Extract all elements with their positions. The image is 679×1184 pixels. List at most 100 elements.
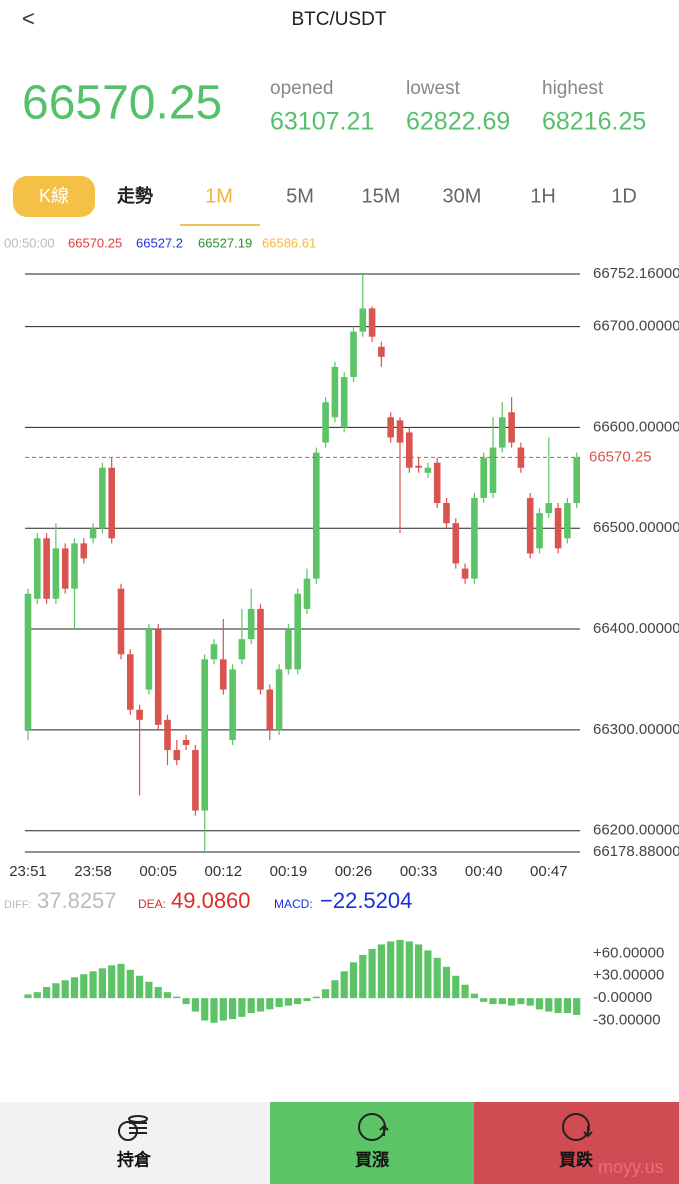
candle-body: [220, 659, 227, 690]
macd-bar: [219, 998, 227, 1021]
tab[interactable]: 1H: [530, 185, 556, 207]
candle-body: [471, 497, 478, 579]
buy-down-button-bg: [474, 1102, 679, 1184]
macd-bar: [229, 998, 237, 1020]
down-icon: [562, 1113, 593, 1141]
candle-body: [526, 497, 534, 554]
coin-icon: [118, 1115, 148, 1141]
back-button[interactable]: <: [22, 6, 35, 31]
candle-body: [499, 417, 506, 448]
candle-body: [80, 543, 88, 559]
y-tick-label: +60.00000: [593, 944, 664, 961]
macd-bar: [80, 974, 88, 999]
macd-bar: [191, 998, 199, 1012]
tab[interactable]: 30M: [443, 185, 482, 207]
candle-body: [406, 432, 413, 468]
macd-bar: [396, 939, 404, 999]
buy-up-button-bg: [270, 1102, 474, 1184]
macd-bar: [498, 998, 506, 1005]
y-tick-label: 66178.88000: [593, 843, 679, 860]
macd-bar: [182, 998, 190, 1005]
last-price: 66570.25: [22, 77, 222, 130]
page-title: BTC/USDT: [292, 9, 387, 30]
macd-bar: [266, 998, 274, 1010]
candle-body: [461, 568, 469, 579]
candle-body: [61, 548, 69, 589]
hold-button[interactable]: 持倉: [117, 1149, 152, 1169]
macd-bar: [331, 980, 339, 999]
candle-body: [554, 508, 562, 549]
y-tick-label: +30.00000: [593, 967, 664, 984]
candle-body: [52, 548, 60, 599]
x-tick-label: 00:33: [400, 863, 438, 880]
macd-bar: [387, 941, 395, 999]
buy-down-button[interactable]: 買跌: [559, 1150, 594, 1169]
x-tick-label: 00:26: [335, 863, 373, 880]
candle-body: [340, 377, 348, 428]
macd-bar: [442, 966, 451, 999]
candle-body: [303, 578, 311, 609]
macd-bar: [433, 957, 441, 999]
macd-bar: [108, 965, 116, 999]
candle-body: [368, 308, 376, 337]
x-tick-label: 00:19: [270, 863, 308, 880]
candle-body: [387, 417, 394, 438]
tab[interactable]: 1M: [205, 185, 233, 207]
candle-body: [164, 719, 171, 751]
candle-body: [424, 467, 432, 473]
macd-bar: [508, 998, 516, 1006]
up-icon: [358, 1113, 389, 1141]
tab[interactable]: 15M: [362, 185, 401, 207]
candle-body: [145, 629, 153, 690]
y-tick-label: 66400.00000: [593, 620, 679, 637]
candle-body: [173, 750, 181, 761]
stat-value: 63107.21: [270, 108, 374, 136]
candle-body: [322, 402, 329, 443]
candle-body: [136, 709, 143, 720]
macd-bar: [452, 975, 460, 999]
macd-bar: [24, 994, 32, 999]
indicator-label: DEA:: [138, 897, 166, 911]
macd-bar: [405, 941, 413, 999]
macd-bar: [136, 975, 144, 999]
candle-body: [545, 503, 553, 514]
macd-bar: [284, 998, 292, 1006]
macd-bar: [89, 971, 97, 999]
x-tick-label: 23:51: [9, 863, 47, 880]
candle-body: [331, 366, 339, 418]
candle-body: [480, 457, 487, 498]
y-tick-label: 66200.00000: [593, 822, 679, 839]
macd-bar: [98, 968, 106, 999]
indicator-label: DIFF:: [4, 899, 32, 911]
tab[interactable]: K線: [39, 186, 69, 206]
stat-value: 68216.25: [542, 108, 646, 136]
candle-body: [415, 465, 422, 468]
y-tick-label: 66300.00000: [593, 721, 679, 738]
candle-body: [536, 513, 543, 549]
macd-bar: [359, 954, 367, 999]
candle-body: [201, 659, 208, 811]
hold-button-bg: [0, 1102, 270, 1184]
macd-bar: [526, 998, 534, 1006]
macd-bar: [312, 996, 320, 999]
tab[interactable]: 1D: [611, 185, 637, 207]
legend-value: 66570.25: [68, 235, 122, 250]
buy-up-button[interactable]: 買漲: [355, 1150, 390, 1169]
y-tick-label: 66700.00000: [593, 318, 679, 335]
y-tick-label: -0.00000: [593, 989, 652, 1006]
candle-body: [117, 588, 125, 655]
x-tick-label: 00:47: [530, 863, 568, 880]
last-price-label: 66570.25: [589, 448, 652, 465]
macd-bar: [424, 950, 432, 999]
tab[interactable]: 5M: [286, 185, 314, 207]
candle-body: [359, 308, 367, 332]
tab[interactable]: 走勢: [117, 185, 153, 206]
candle-body: [443, 503, 450, 524]
candle-body: [238, 639, 246, 660]
candle-body: [247, 608, 255, 640]
candle-body: [313, 452, 320, 579]
macd-bar: [126, 969, 134, 999]
legend-value: 66527.2: [136, 235, 183, 250]
candle-body: [154, 629, 162, 725]
macd-bar: [33, 992, 41, 999]
